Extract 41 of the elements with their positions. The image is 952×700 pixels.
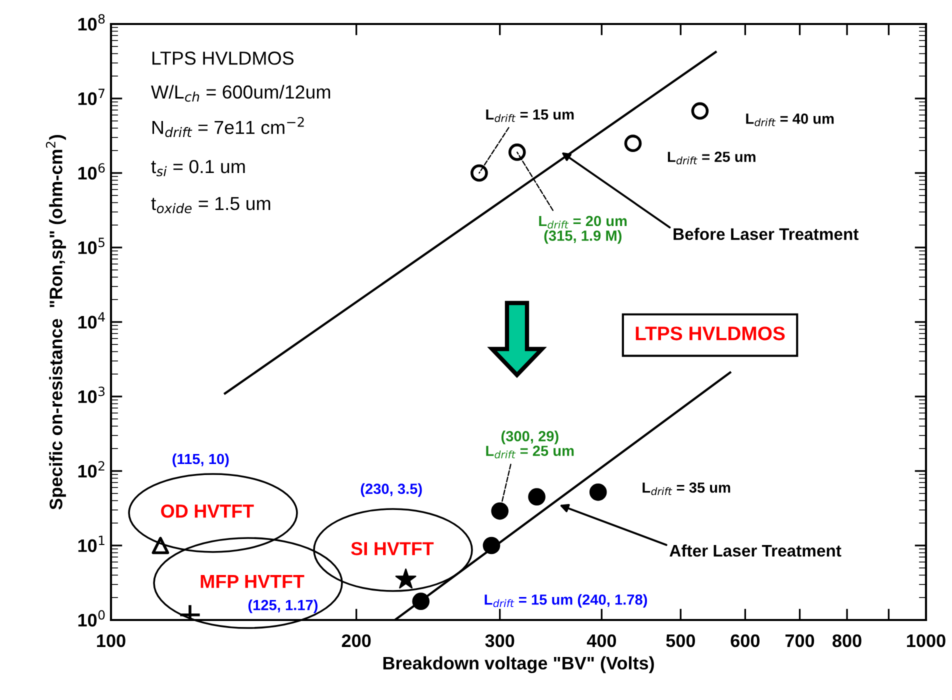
annotation: L$_{drift}$ = 15 um (240, 1.78) bbox=[484, 594, 647, 608]
annotation: t$_{si}$ = 0.1 um bbox=[151, 160, 245, 176]
y-tick-label: 10$^{5}$ bbox=[78, 238, 104, 254]
annotation: Before Laser Treatment bbox=[674, 228, 859, 240]
annotation: After Laser Treatment bbox=[670, 544, 842, 557]
annotation: L$_{drift}$ = 20 um (315, 1.9 M) bbox=[539, 216, 627, 244]
annotation: MFP HVTFT bbox=[200, 574, 304, 588]
x-tick-label: 200 bbox=[342, 634, 371, 648]
y-tick-label: 10$^{1}$ bbox=[78, 536, 104, 552]
x-tick-label: 700 bbox=[785, 634, 814, 648]
annotation: L$_{drift}$ = 25 um bbox=[668, 152, 756, 164]
x-tick-label: 300 bbox=[485, 634, 514, 648]
annotation: SI HVTFT bbox=[351, 542, 434, 556]
annotation: LTPS HVLDMOS bbox=[636, 326, 785, 340]
y-tick-label: 10$^{2}$ bbox=[78, 461, 104, 478]
x-axis-title: Breakdown voltage "BV" (Volts) bbox=[383, 656, 654, 674]
x-tick-label: 1000 bbox=[907, 634, 946, 648]
x-tick-label: 600 bbox=[730, 634, 760, 648]
y-axis-title: Specific on-resistance "Ron,sp" (ohm-cm$^{2}$) bbox=[46, 134, 66, 510]
x-tick-label: 800 bbox=[832, 634, 862, 648]
y-tick-label: 10$^{4}$ bbox=[78, 312, 105, 329]
annotation: (125, 1.17) bbox=[248, 599, 318, 614]
x-tick-label: 100 bbox=[97, 634, 126, 648]
y-tick-label: 10$^{8}$ bbox=[78, 14, 105, 31]
y-tick-label: 10$^{0}$ bbox=[78, 610, 105, 627]
annotation: W/L$_{ch}$ = 600um/12um bbox=[151, 84, 330, 102]
y-tick-label: 10$^{3}$ bbox=[78, 386, 105, 404]
annotation: L$_{drift}$ = 40 um bbox=[746, 114, 834, 126]
annotation: OD HVTFT bbox=[161, 504, 254, 518]
annotation: LTPS HVLDMOS bbox=[152, 52, 294, 65]
y-tick-label: 10$^{7}$ bbox=[78, 88, 104, 106]
annotation: (230, 3.5) bbox=[360, 483, 422, 497]
y-tick-label: 10$^{6}$ bbox=[78, 163, 105, 180]
annotation: (115, 10) bbox=[172, 453, 229, 468]
x-tick-label: 400 bbox=[586, 634, 616, 648]
x-tick-label: 500 bbox=[666, 634, 695, 648]
annotation: (300, 29) L$_{drift}$ = 25 um bbox=[486, 430, 574, 458]
annotation: t$_{oxide}$ = 1.5 um bbox=[151, 197, 270, 214]
annotation: N$_{drift}$ = 7e11 cm$^{−2}$ bbox=[152, 116, 304, 138]
annotation: L$_{drift}$ = 35 um bbox=[642, 482, 730, 496]
annotation: L$_{drift}$ = 15 um bbox=[486, 109, 574, 122]
